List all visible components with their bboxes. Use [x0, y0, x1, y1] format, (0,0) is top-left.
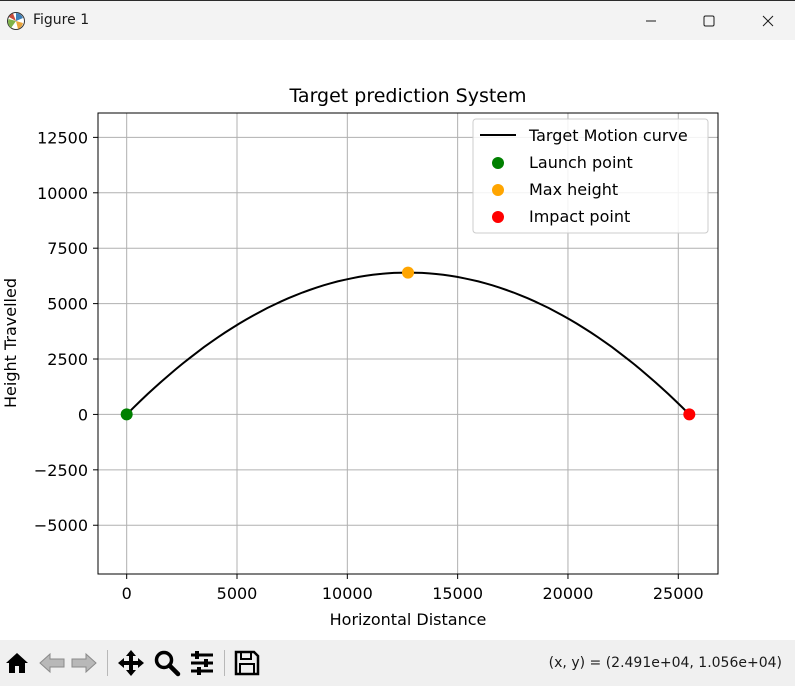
legend-impact-swatch — [492, 211, 504, 223]
navigation-toolbar: (x, y) = (2.491e+04, 1.056e+04) — [0, 640, 795, 686]
data-point — [120, 408, 133, 421]
y-tick-label: 10000 — [37, 184, 88, 203]
window-titlebar: Figure 1 — [0, 0, 795, 40]
chart: 0 5000 10000 15000 20000 25000 −5000 −2500 0 2500… — [1, 85, 719, 629]
back-button[interactable] — [38, 649, 66, 677]
figure-canvas[interactable]: 0 5000 10000 15000 20000 25000 −5000 −2500 0 2500… — [0, 40, 795, 640]
cursor-coordinates: (x, y) = (2.491e+04, 1.056e+04) — [548, 655, 782, 671]
maximize-icon — [703, 15, 715, 27]
legend-label-impact: Impact point — [529, 207, 630, 226]
pan-button[interactable] — [117, 649, 145, 677]
toolbar-separator — [107, 650, 108, 676]
legend-launch-swatch — [492, 157, 504, 169]
configure-subplots-icon — [191, 651, 213, 675]
legend-box — [472, 118, 709, 234]
home-icon — [6, 653, 28, 673]
axes-frame — [97, 112, 719, 575]
scatter-points — [120, 266, 696, 421]
close-button[interactable] — [745, 1, 791, 41]
y-tick-label: 5000 — [47, 295, 88, 314]
save-icon — [234, 650, 260, 676]
tick-labels: 0 5000 10000 15000 20000 25000 −5000 −2500 0 2500… — [34, 128, 704, 603]
y-tick-label: −2500 — [34, 461, 88, 480]
zoom-icon — [154, 650, 181, 677]
x-axis-label: Horizontal Distance — [330, 610, 487, 629]
back-icon — [39, 652, 65, 674]
x-tick-label: 5000 — [217, 584, 258, 603]
zoom-button[interactable] — [153, 649, 181, 677]
forward-icon — [71, 652, 97, 674]
target-motion-curve — [125, 271, 691, 416]
save-button[interactable] — [233, 649, 261, 677]
minimize-icon — [646, 20, 656, 22]
forward-button[interactable] — [70, 649, 98, 677]
x-tick-label: 25000 — [653, 584, 704, 603]
toolbar-separator — [224, 650, 225, 676]
legend-label-curve: Target Motion curve — [528, 126, 688, 145]
y-tick-label: 7500 — [47, 239, 88, 258]
y-axis-label: Height Travelled — [1, 278, 20, 408]
x-tick-label: 0 — [122, 584, 132, 603]
data-point — [402, 266, 414, 279]
y-tick-label: 12500 — [37, 128, 88, 147]
home-button[interactable] — [3, 649, 31, 677]
x-tick-label: 10000 — [322, 584, 373, 603]
x-tick-label: 20000 — [543, 584, 594, 603]
window-title: Figure 1 — [33, 12, 90, 28]
y-tick-label: 2500 — [47, 350, 88, 369]
legend: Target Motion curve Launch point Max hei… — [472, 118, 709, 234]
data-point — [683, 408, 696, 421]
maximize-button[interactable] — [686, 1, 732, 41]
minimize-button[interactable] — [628, 1, 674, 41]
pan-icon — [118, 650, 144, 676]
configure-subplots-button[interactable] — [188, 649, 216, 677]
legend-max-swatch — [492, 184, 504, 196]
legend-label-max: Max height — [529, 180, 618, 199]
x-tick-label: 15000 — [432, 584, 483, 603]
chart-title: Target prediction System — [288, 85, 526, 107]
legend-label-launch: Launch point — [529, 153, 633, 172]
y-tick-label: 0 — [78, 405, 88, 424]
matplotlib-app-icon — [6, 11, 26, 31]
close-icon — [762, 15, 774, 27]
y-tick-label: −5000 — [34, 516, 88, 535]
